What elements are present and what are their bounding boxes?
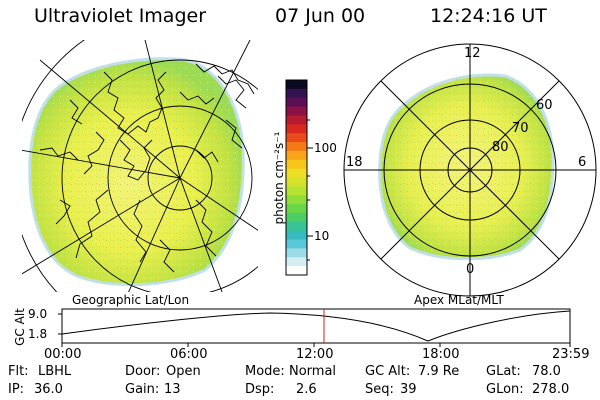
info-mode-label: Mode: (245, 364, 285, 379)
info-flt-value: LBHL (38, 364, 72, 379)
colorbar-cell (286, 212, 307, 223)
info-glat-value: 78.0 (532, 364, 561, 379)
info-flt-label: Flt: (8, 364, 29, 379)
info-gcalt-label: GC Alt: (365, 364, 411, 379)
colorbar-cell (286, 124, 307, 134)
timeline-axis-label: GC Alt (13, 308, 27, 346)
mlt-label-12: 12 (464, 46, 481, 61)
mlt-label-6: 6 (578, 155, 587, 170)
colorbar-cell (286, 80, 307, 90)
colorbar-units-label: photon cm⁻²s⁻¹ (272, 131, 286, 225)
colorbar-cell (286, 177, 307, 187)
info-dsp-value: 2.6 (296, 382, 317, 397)
magnetic-caption: Apex MLat/MLT (414, 293, 504, 307)
timeline-xtick-0000: 00:00 (44, 347, 82, 362)
colorbar-tick-100: 100 (314, 141, 337, 155)
info-gain-label: Gain: (125, 382, 160, 397)
geographic-grid (22, 40, 258, 292)
timeline-xtick-1800: 18:00 (422, 347, 460, 362)
colorbar-cell (286, 133, 307, 143)
colorbar-cell (286, 106, 307, 117)
mlat-label-80: 80 (492, 140, 509, 155)
colorbar-cell (286, 142, 307, 152)
mlt-label-18: 18 (346, 155, 363, 170)
info-glon-value: 278.0 (532, 382, 570, 397)
timeline-ytick-1.8: 1.8 (28, 327, 48, 341)
timeline-xtick-1200: 12:00 (296, 347, 334, 362)
instrument-title: Ultraviolet Imager (34, 5, 207, 27)
coastline-top-right (195, 63, 255, 95)
geographic-image (22, 40, 258, 292)
info-seq-value: 39 (400, 382, 417, 397)
mlat-label-70: 70 (512, 121, 529, 136)
colorbar-cell (286, 186, 307, 196)
altitude-timeline (58, 308, 571, 347)
info-dsp-label: Dsp: (245, 382, 275, 397)
altitude-curve (61, 310, 571, 342)
magnetic-grid (343, 43, 597, 297)
info-ip-label: IP: (8, 382, 25, 397)
date-label: 07 Jun 00 (275, 5, 366, 27)
colorbar-cell (286, 159, 307, 170)
coastlines (39, 71, 247, 273)
colorbar-cell (286, 230, 307, 241)
colorbar-cell (286, 248, 307, 258)
colorbar-tick-10: 10 (314, 229, 330, 243)
info-gcalt-value: 7.9 Re (418, 364, 460, 379)
colorbar-cell (286, 150, 307, 161)
timeline-xtick-0600: 06:00 (170, 347, 208, 362)
mlat-label-60: 60 (536, 98, 553, 113)
colorbar-cell (286, 221, 307, 232)
colorbar-cell (286, 168, 307, 179)
colorbar-cell (286, 88, 307, 99)
geographic-caption: Geographic Lat/Lon (72, 293, 190, 307)
timeline-xtick-2359: 23:59 (552, 347, 590, 362)
colorbar-cell (286, 204, 307, 214)
info-glon-label: GLon: (486, 382, 524, 397)
info-mode-value: Normal (289, 364, 337, 379)
colorbar-cell (286, 97, 307, 108)
info-door-value: Open (166, 364, 201, 379)
colorbar-cell (286, 257, 307, 267)
time-label: 12:24:16 UT (430, 5, 547, 27)
colorbar-cell (286, 239, 307, 250)
colorbar-cell (286, 266, 307, 276)
info-ip-value: 36.0 (34, 382, 63, 397)
colorbar (285, 79, 313, 276)
colorbar-cell (286, 115, 307, 125)
colorbar-cell (286, 195, 307, 205)
info-seq-label: Seq: (365, 382, 394, 397)
info-gain-value: 13 (164, 382, 181, 397)
timeline-ytick-9: 9.0 (28, 307, 48, 321)
mlt-label-0: 0 (466, 262, 475, 277)
info-glat-label: GLat: (486, 364, 521, 379)
info-door-label: Door: (125, 364, 161, 379)
